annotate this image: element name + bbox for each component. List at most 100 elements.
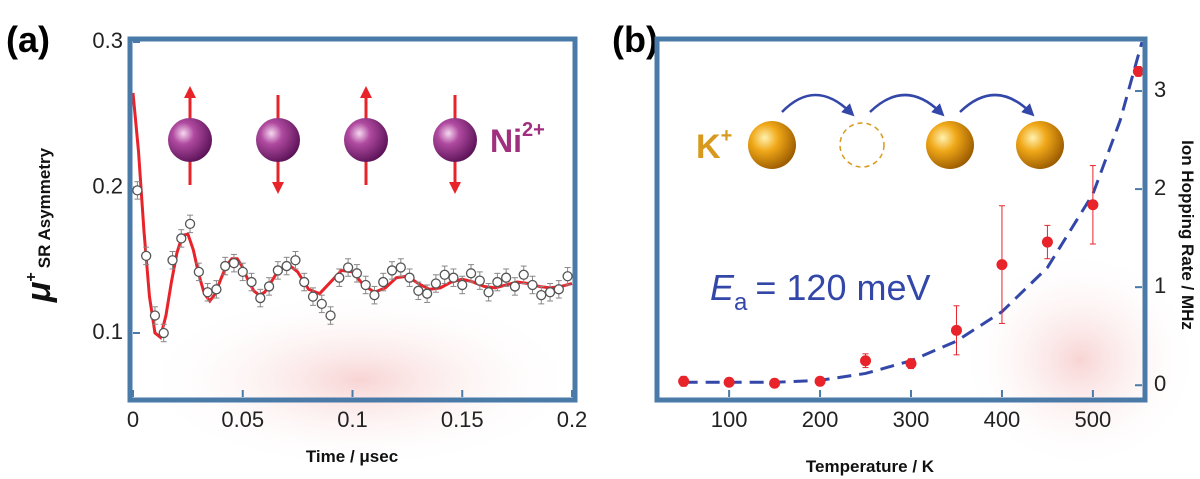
data-point <box>369 290 380 301</box>
data-point <box>1087 199 1099 211</box>
data-point <box>483 287 494 298</box>
x-tick-label: 500 <box>1075 407 1112 432</box>
data-point <box>141 250 152 262</box>
data-point <box>299 276 310 288</box>
data-point <box>860 355 872 367</box>
data-point <box>132 185 143 196</box>
data-point <box>255 292 266 304</box>
data-point <box>723 376 735 388</box>
y-title-sup: + <box>23 272 40 281</box>
data-point <box>360 279 371 291</box>
data-point <box>307 291 319 302</box>
x-axis-title: Time / μsec <box>306 447 398 466</box>
data-point <box>325 310 336 321</box>
data-point <box>351 268 363 279</box>
data-point <box>272 265 284 276</box>
x-tick-label: 0.2 <box>557 407 588 432</box>
data-point <box>290 255 301 266</box>
data-point <box>395 262 406 273</box>
data-point <box>202 287 213 298</box>
data-point <box>430 278 442 289</box>
data-point <box>184 218 196 230</box>
data-point <box>246 276 257 288</box>
panel-label: (b) <box>612 19 658 60</box>
data-point <box>1132 65 1144 77</box>
x-tick-label: 0.1 <box>337 407 368 432</box>
y-tick-label: 0.1 <box>92 319 123 344</box>
data-point <box>562 271 573 282</box>
data-point <box>509 281 521 292</box>
data-point <box>950 324 962 336</box>
data-point <box>281 260 292 272</box>
y-axis-title: μ+ SR Asymmetry <box>20 147 58 303</box>
data-point <box>439 269 450 280</box>
data-point <box>1041 236 1053 248</box>
data-point <box>176 233 187 244</box>
data-point <box>457 279 468 291</box>
ion-name: K <box>696 128 721 166</box>
data-point <box>465 268 477 279</box>
fit-line <box>683 41 1144 384</box>
data-point <box>474 275 485 286</box>
hopping-illustration <box>748 93 1064 169</box>
y-title-symbol: μ <box>20 281 58 303</box>
data-point <box>814 375 826 387</box>
data-point <box>421 288 433 299</box>
data-point <box>378 276 389 288</box>
data-point <box>500 272 512 283</box>
y-tick-label: 0 <box>1154 371 1166 396</box>
energy-subscript: a <box>734 289 748 316</box>
data-point <box>167 255 178 266</box>
data-point <box>553 284 564 295</box>
y-title-text: SR Asymmetry <box>35 147 54 268</box>
data-point <box>536 290 547 301</box>
data-point <box>228 257 240 269</box>
data-point <box>404 272 415 283</box>
data-point <box>996 259 1008 271</box>
y-tick-label: 1 <box>1154 273 1166 298</box>
glow <box>960 250 1200 470</box>
activation-energy: Ea = 120 meV <box>710 267 931 316</box>
data-point <box>316 298 327 310</box>
ion-name: Ni <box>490 123 522 159</box>
x-tick-label: 0.05 <box>221 407 264 432</box>
data-point <box>678 375 690 387</box>
data-point <box>193 266 205 278</box>
data-point <box>492 276 503 288</box>
data-point <box>334 272 345 283</box>
data-point <box>263 281 275 292</box>
spin-illustration <box>168 86 477 194</box>
ion-label: K+ <box>696 125 732 166</box>
x-tick-label: 0 <box>127 407 139 432</box>
x-tick-label: 300 <box>893 407 930 432</box>
data-point <box>149 310 161 321</box>
energy-value: = 120 meV <box>755 267 930 308</box>
y-axis-title: Ion Hopping Rate / MHz <box>1178 140 1197 330</box>
energy-symbol: E <box>710 267 735 308</box>
glow <box>140 290 580 470</box>
plot-frame <box>127 36 578 403</box>
x-tick-label: 200 <box>802 407 839 432</box>
plot-frame <box>654 36 1148 403</box>
y-tick-label: 3 <box>1154 77 1166 102</box>
ion-charge: + <box>721 125 733 147</box>
data-point <box>905 358 917 370</box>
panel-label: (a) <box>6 19 50 60</box>
y-tick-label: 2 <box>1154 175 1166 200</box>
y-tick-label: 0.3 <box>92 28 123 53</box>
x-axis-title: Temperature / K <box>806 457 935 476</box>
data-point <box>220 260 231 272</box>
y-tick-label: 0.2 <box>92 173 123 198</box>
data-point <box>769 377 781 389</box>
data-point <box>413 285 424 296</box>
data-point <box>211 284 222 295</box>
data-point <box>544 287 556 298</box>
data-point <box>448 272 459 283</box>
ion-charge: 2+ <box>522 119 545 141</box>
data-point <box>386 265 398 276</box>
x-tick-label: 0.15 <box>441 407 484 432</box>
data-point <box>158 327 169 339</box>
data-point <box>527 279 538 291</box>
x-tick-label: 400 <box>984 407 1021 432</box>
